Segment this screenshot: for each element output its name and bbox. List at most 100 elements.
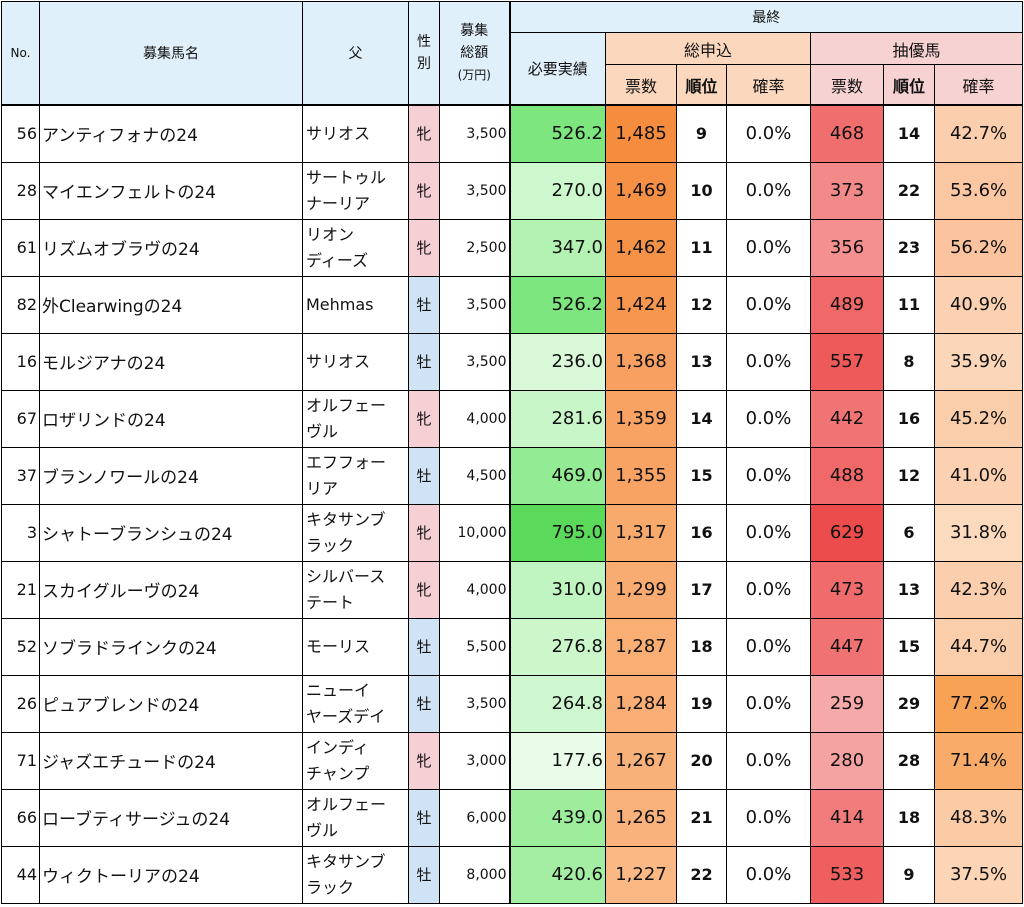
table-row: 82 外Clearwingの24 Mehmas 牡 3,500 526.2 1,424 12 0…	[1, 275, 1024, 334]
sire-text: ディーズ	[306, 250, 369, 270]
sex-cell: 牝	[408, 389, 440, 448]
row-number: 28	[1, 161, 40, 220]
sire-name: サリオス	[302, 104, 409, 163]
header-priority-votes: 票数	[810, 64, 884, 106]
required-cell: 347.0	[508, 218, 606, 277]
priority-rank-cell: 18	[883, 788, 935, 847]
total-rank-cell: 9	[676, 104, 727, 163]
required-cell: 469.0	[508, 446, 606, 505]
row-number: 21	[1, 560, 40, 619]
horse-name: ピュアブレンドの24	[39, 674, 303, 733]
priority-votes-cell: 414	[810, 788, 884, 847]
required-cell: 526.2	[508, 104, 606, 163]
sire-name: インディ チャンプ	[302, 731, 409, 790]
header-sex-label: 性別	[417, 34, 431, 72]
sire-name: Mehmas	[302, 275, 409, 334]
amount-cell: 4,500	[439, 446, 510, 505]
priority-votes-cell: 373	[810, 161, 884, 220]
sire-name: サリオス	[302, 332, 409, 391]
priority-votes-cell: 557	[810, 332, 884, 391]
priority-probability-cell: 41.0%	[933, 446, 1024, 505]
priority-probability-cell: 48.3%	[933, 788, 1024, 847]
header-amount-line1: 募集	[460, 23, 489, 39]
total-rank-cell: 22	[676, 845, 727, 904]
priority-probability-cell: 35.9%	[933, 332, 1024, 391]
sire-text: ナーリア	[306, 193, 371, 213]
total-votes-cell: 1,227	[605, 845, 677, 904]
sire-text: エフフォー	[306, 452, 387, 472]
sex-cell: 牝	[408, 503, 440, 562]
sire-text: ニューイ	[306, 680, 371, 700]
horse-name: 外Clearwingの24	[39, 275, 303, 334]
total-rank-cell: 16	[676, 503, 727, 562]
table-row: 61 リズムオブラヴの24 リオン ディーズ牝 2,500 347.0 1,462 11 0.0…	[1, 218, 1024, 277]
total-votes-cell: 1,462	[605, 218, 677, 277]
total-probability-cell: 0.0%	[726, 845, 811, 904]
sire-text: サリオス	[306, 351, 371, 371]
sire-name: キタサンブ ラック	[302, 845, 409, 904]
priority-votes-cell: 468	[810, 104, 884, 163]
sire-text: モーリス	[306, 636, 371, 656]
sire-text: リア	[306, 478, 339, 498]
total-rank-cell: 21	[676, 788, 727, 847]
sex-cell: 牝	[408, 104, 440, 163]
required-cell: 795.0	[508, 503, 606, 562]
table-header: No. 募集馬名 父 性別 募集 総額 (万円) 最終 必要実績 総申込 抽優馬…	[1, 1, 1024, 106]
table-row: 66 ローブティサージュの24 オルフェー ヴル牡 6,000 439.0 1,265 21 0…	[1, 788, 1024, 847]
header-amount-line2: 総額	[460, 45, 489, 61]
sire-name: エフフォー リア	[302, 446, 409, 505]
horse-name: ブランノワールの24	[39, 446, 303, 505]
row-number: 67	[1, 389, 40, 448]
amount-cell: 3,500	[439, 332, 510, 391]
required-cell: 526.2	[508, 275, 606, 334]
priority-rank-cell: 6	[883, 503, 935, 562]
row-number: 16	[1, 332, 40, 391]
table-row: 28 マイエンフェルトの24 サートゥル ナーリア牝 3,500 270.0 1,469 10…	[1, 161, 1024, 220]
sire-text: シルバース	[306, 566, 386, 586]
required-cell: 236.0	[508, 332, 606, 391]
sire-text: インディ	[306, 737, 369, 757]
required-cell: 310.0	[508, 560, 606, 619]
header-amount: 募集 総額 (万円)	[439, 1, 510, 106]
total-votes-cell: 1,265	[605, 788, 677, 847]
total-probability-cell: 0.0%	[726, 560, 811, 619]
amount-cell: 3,500	[439, 161, 510, 220]
sire-name: オルフェー ヴル	[302, 788, 409, 847]
sire-text: リオン	[306, 224, 355, 244]
priority-rank-cell: 16	[883, 389, 935, 448]
header-required: 必要実績	[508, 32, 606, 106]
priority-probability-cell: 56.2%	[933, 218, 1024, 277]
header-sex: 性別	[408, 1, 440, 106]
total-probability-cell: 0.0%	[726, 161, 811, 220]
header-priority-rank: 順位	[883, 64, 935, 106]
total-votes-cell: 1,359	[605, 389, 677, 448]
amount-cell: 2,500	[439, 218, 510, 277]
amount-cell: 3,000	[439, 731, 510, 790]
priority-probability-cell: 42.3%	[933, 560, 1024, 619]
table-row: 26 ピュアブレンドの24 ニューイ ヤーズデイ牡 3,500 264.8 1,284 19 0…	[1, 674, 1024, 733]
horse-name: スカイグルーヴの24	[39, 560, 303, 619]
total-votes-cell: 1,287	[605, 617, 677, 676]
total-probability-cell: 0.0%	[726, 218, 811, 277]
priority-votes-cell: 533	[810, 845, 884, 904]
amount-cell: 6,000	[439, 788, 510, 847]
header-total-rank: 順位	[676, 64, 727, 106]
horse-name: アンティフォナの24	[39, 104, 303, 163]
sex-cell: 牡	[408, 332, 440, 391]
total-votes-cell: 1,299	[605, 560, 677, 619]
sex-cell: 牡	[408, 674, 440, 733]
total-rank-cell: 12	[676, 275, 727, 334]
priority-rank-cell: 8	[883, 332, 935, 391]
amount-cell: 3,500	[439, 275, 510, 334]
sire-text: サートゥル	[306, 167, 387, 187]
priority-probability-cell: 45.2%	[933, 389, 1024, 448]
header-priority-horse: 抽優馬	[809, 32, 1024, 65]
table-row: 44 ウィクトーリアの24 キタサンブ ラック牡 8,000 420.6 1,227 22 0.…	[1, 845, 1024, 904]
priority-rank-cell: 13	[883, 560, 935, 619]
sex-cell: 牡	[408, 845, 440, 904]
priority-probability-cell: 31.8%	[933, 503, 1024, 562]
priority-rank-cell: 23	[883, 218, 935, 277]
table-row: 52 ソブラドラインクの24 モーリス牡 5,500 276.8 1,287 18 0.0% 4…	[1, 617, 1024, 676]
row-number: 56	[1, 104, 40, 163]
